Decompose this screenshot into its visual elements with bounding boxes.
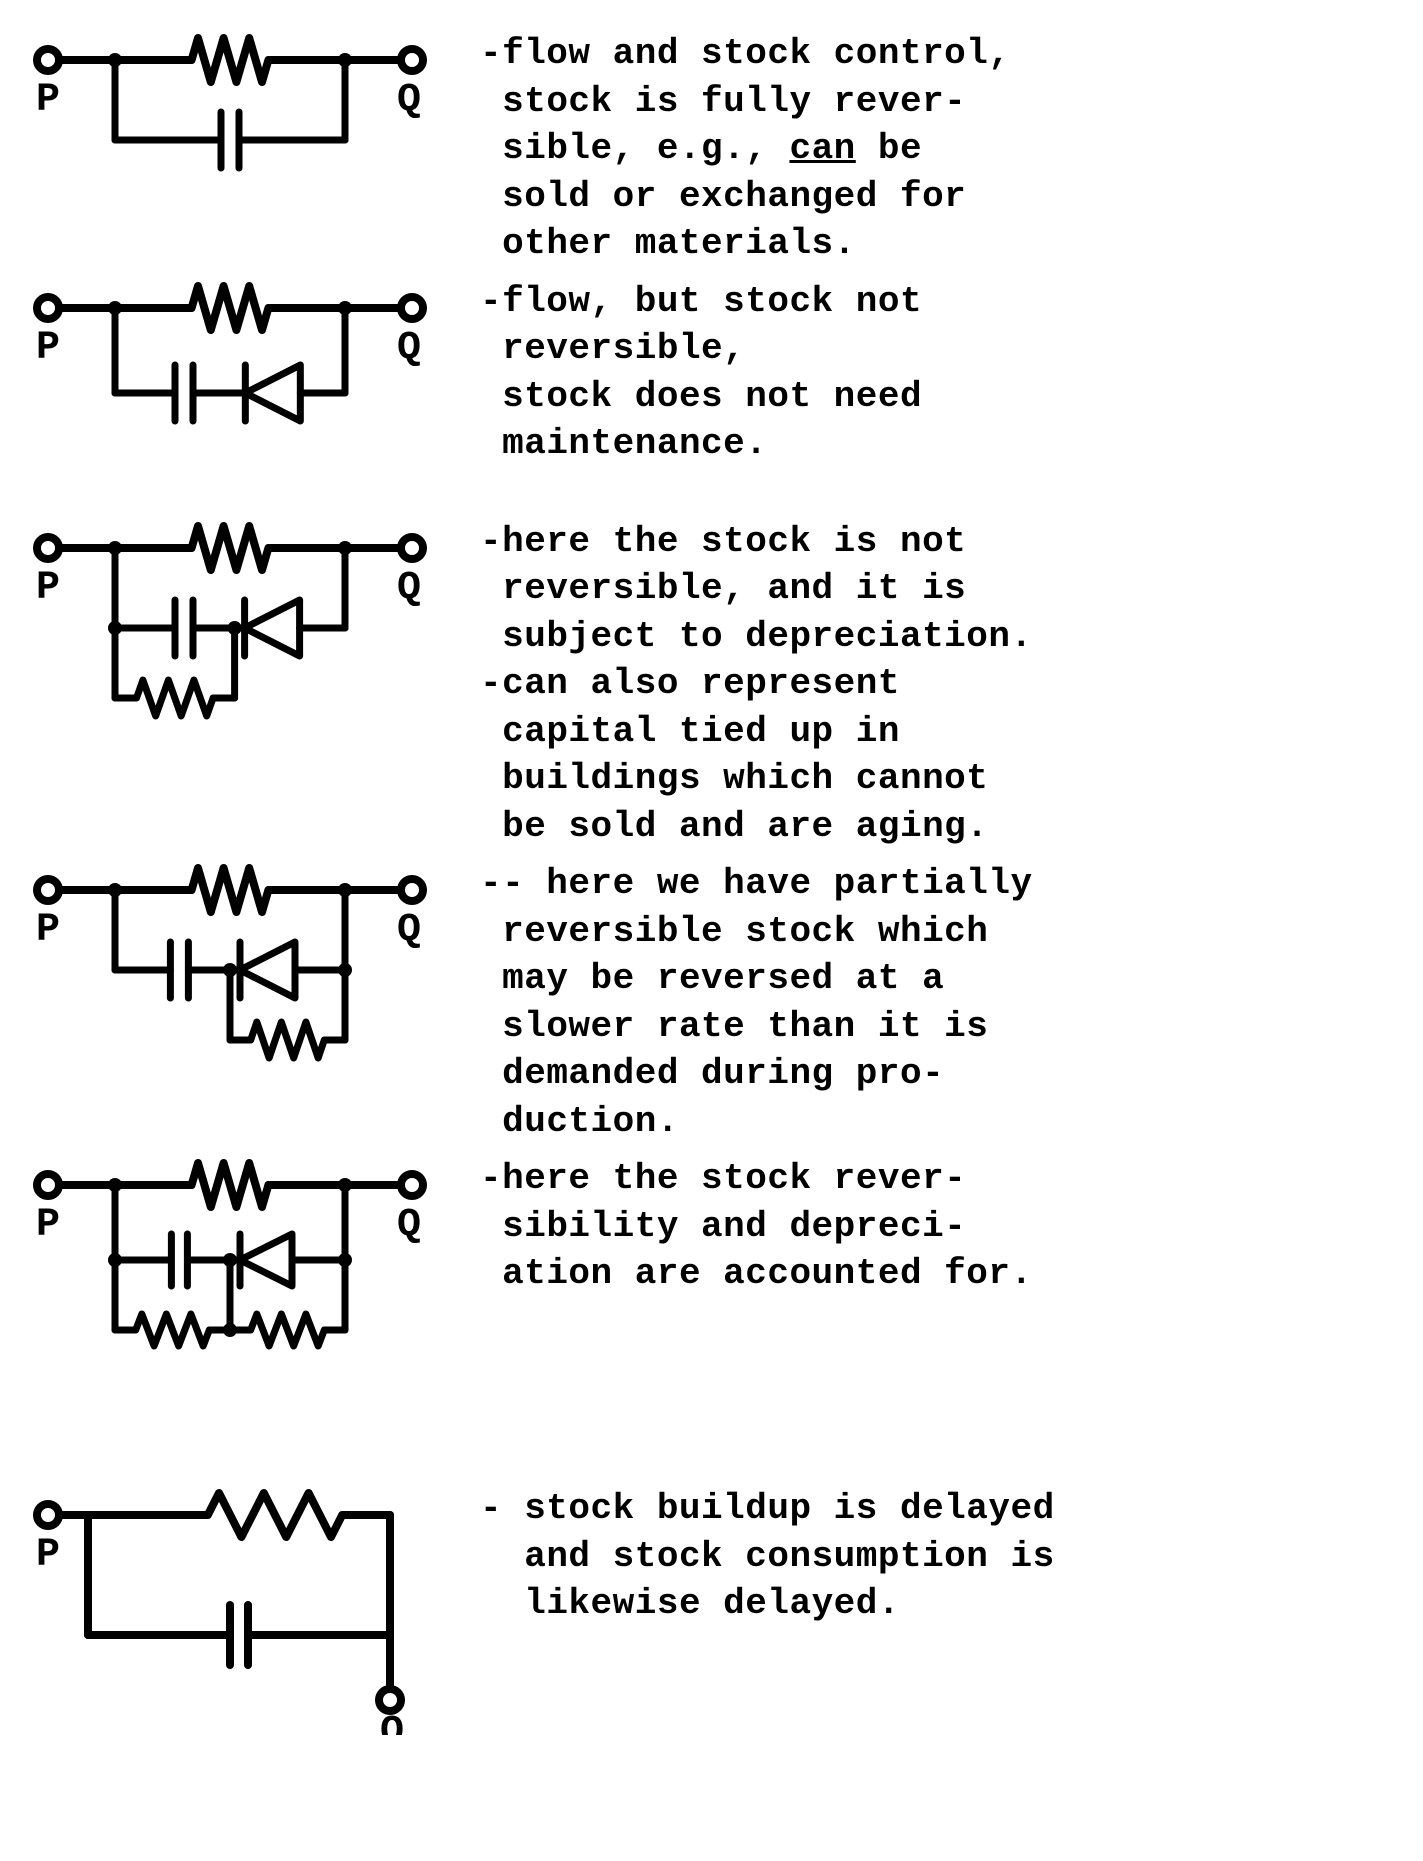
diagram-row: PQ -flow and stock control, stock is ful… bbox=[20, 30, 1403, 268]
svg-text:Q: Q bbox=[397, 1203, 421, 1248]
description-col: -- here we have partially reversible sto… bbox=[460, 860, 1403, 1145]
description-col: -flow and stock control, stock is fully … bbox=[460, 30, 1403, 268]
circuit-diagram: PQ bbox=[20, 518, 460, 728]
diagram-row: PQ -here the stock is not reversible, an… bbox=[20, 518, 1403, 851]
diagram-row: PQ - stock buildup is delayed and stock … bbox=[20, 1485, 1403, 1735]
circuit-diagram: PQ bbox=[20, 278, 460, 458]
description-text: -flow and stock control, stock is fully … bbox=[480, 30, 1403, 268]
circuit-diagram: PQ bbox=[20, 1485, 460, 1735]
description-col: -here the stock rever- sibility and depr… bbox=[460, 1155, 1403, 1298]
description-col: -flow, but stock not reversible, stock d… bbox=[460, 278, 1403, 468]
description-text: - stock buildup is delayed and stock con… bbox=[480, 1485, 1403, 1628]
svg-text:P: P bbox=[36, 566, 60, 611]
description-text: -here the stock rever- sibility and depr… bbox=[480, 1155, 1403, 1298]
svg-text:Q: Q bbox=[397, 908, 421, 953]
svg-text:P: P bbox=[36, 1533, 60, 1578]
diagram-row: PQ -- here we have partially reversible … bbox=[20, 860, 1403, 1145]
svg-text:Q: Q bbox=[380, 1710, 404, 1735]
svg-text:P: P bbox=[36, 326, 60, 371]
description-text: -- here we have partially reversible sto… bbox=[480, 860, 1403, 1145]
circuit-diagram: PQ bbox=[20, 30, 460, 200]
circuit-diagram: PQ bbox=[20, 860, 460, 1070]
svg-text:Q: Q bbox=[397, 78, 421, 123]
circuit-diagram: PQ bbox=[20, 1155, 460, 1365]
svg-text:Q: Q bbox=[397, 566, 421, 611]
description-col: - stock buildup is delayed and stock con… bbox=[460, 1485, 1403, 1628]
svg-text:P: P bbox=[36, 1203, 60, 1248]
svg-text:P: P bbox=[36, 78, 60, 123]
diagram-row: PQ -flow, but stock not reversible, stoc… bbox=[20, 278, 1403, 468]
diagram-row: PQ -here the stock rever- sibility and d… bbox=[20, 1155, 1403, 1365]
description-text: -here the stock is not reversible, and i… bbox=[480, 518, 1403, 851]
description-text: -flow, but stock not reversible, stock d… bbox=[480, 278, 1403, 468]
description-col: -here the stock is not reversible, and i… bbox=[460, 518, 1403, 851]
svg-text:Q: Q bbox=[397, 326, 421, 371]
svg-text:P: P bbox=[36, 908, 60, 953]
